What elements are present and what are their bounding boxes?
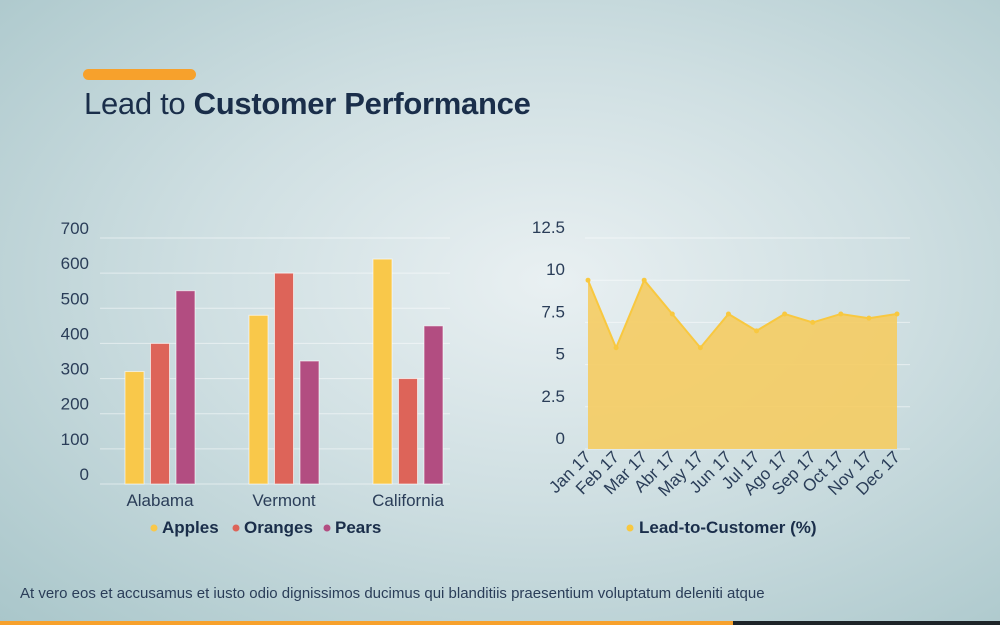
bar-y-tick-label: 200 bbox=[61, 395, 89, 414]
footer-dark-bar bbox=[733, 621, 1000, 625]
area-y-tick-label: 7.5 bbox=[541, 302, 565, 321]
bar-pears-vermont bbox=[299, 360, 320, 485]
area-point bbox=[641, 277, 647, 283]
title-bold: Customer Performance bbox=[193, 86, 531, 121]
bar-apples-alabama bbox=[124, 371, 145, 485]
bar-oranges-vermont bbox=[274, 272, 294, 485]
area-point bbox=[838, 311, 844, 317]
area-fill bbox=[588, 280, 897, 449]
bar-x-tick-label: Vermont bbox=[252, 491, 316, 510]
area-point bbox=[669, 311, 675, 317]
bar-y-tick-label: 0 bbox=[80, 465, 89, 484]
area-point bbox=[725, 311, 731, 317]
bar-oranges-alabama bbox=[150, 342, 170, 485]
bar-apples-california bbox=[372, 258, 393, 485]
page-title: Lead to Customer Performance bbox=[84, 86, 531, 122]
title-light: Lead to bbox=[84, 86, 186, 121]
area-point bbox=[697, 345, 703, 351]
area-y-tick-label: 0 bbox=[556, 429, 565, 448]
bar-pears-california bbox=[423, 325, 444, 485]
area-y-tick-label: 5 bbox=[556, 345, 565, 364]
footer-accent-bar bbox=[0, 621, 733, 625]
bar-y-tick-label: 300 bbox=[61, 360, 89, 379]
area-point bbox=[810, 319, 816, 325]
legend-label-apples: Apples bbox=[162, 518, 219, 537]
legend-marker-lead-to-customer bbox=[626, 524, 634, 532]
bar-y-tick-label: 400 bbox=[61, 324, 89, 343]
area-point bbox=[866, 315, 872, 321]
bar-y-tick-label: 100 bbox=[61, 430, 89, 449]
legend-label-oranges: Oranges bbox=[244, 518, 313, 537]
area-y-tick-label: 10 bbox=[546, 260, 565, 279]
area-point bbox=[894, 311, 900, 317]
bar-x-tick-label: California bbox=[372, 491, 444, 510]
bar-x-tick-label: Alabama bbox=[126, 491, 194, 510]
bar-apples-vermont bbox=[248, 314, 269, 485]
legend-label-lead-to-customer: Lead-to-Customer (%) bbox=[639, 518, 817, 537]
area-y-tick-label: 12.5 bbox=[532, 218, 565, 237]
area-point bbox=[754, 328, 760, 334]
area-point bbox=[585, 277, 591, 283]
title-accent-bar bbox=[83, 69, 196, 80]
legend-marker-apples bbox=[150, 524, 158, 532]
footer-text: At vero eos et accusamus et iusto odio d… bbox=[20, 585, 765, 602]
bar-y-tick-label: 500 bbox=[61, 289, 89, 308]
legend-marker-oranges bbox=[232, 524, 240, 532]
area-line bbox=[587, 278, 898, 351]
bar-oranges-california bbox=[398, 378, 418, 485]
bar-y-tick-label: 700 bbox=[61, 219, 89, 238]
legend-label-pears: Pears bbox=[335, 518, 381, 537]
area-point bbox=[782, 311, 788, 317]
bar-y-tick-label: 600 bbox=[61, 254, 89, 273]
bar-pears-alabama bbox=[175, 290, 196, 485]
area-y-tick-label: 2.5 bbox=[541, 387, 565, 406]
area-point bbox=[613, 345, 619, 351]
legend-marker-pears bbox=[323, 524, 331, 532]
